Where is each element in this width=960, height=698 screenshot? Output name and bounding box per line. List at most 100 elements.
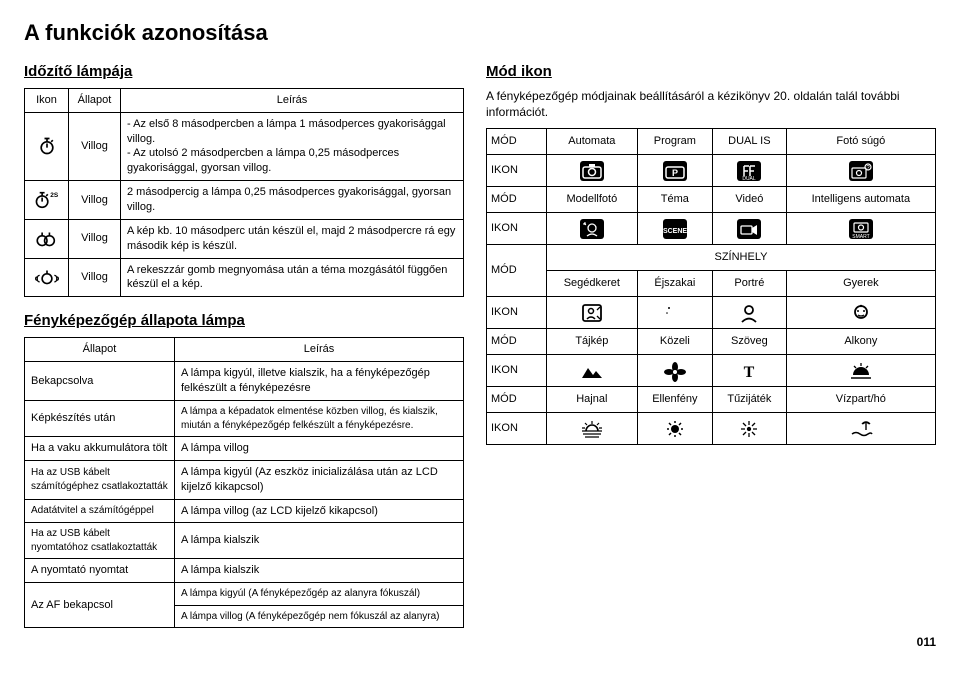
t2-r6-d: A lámpa kialszik: [175, 523, 464, 559]
portrait-icon: [713, 297, 787, 329]
t1-header-desc: Leírás: [121, 88, 464, 112]
backlight-icon: [637, 413, 712, 445]
camera-status-table: Állapot Leírás BekapcsolvaA lámpa kigyúl…: [24, 337, 464, 628]
scene-portre: Portré: [713, 271, 787, 297]
t2-r8-da: A lámpa kigyúl (A fényképezőgép az alany…: [175, 583, 464, 606]
smart-icon: SMART: [786, 213, 935, 245]
timer-icon-4: [25, 258, 69, 297]
t1-r4-desc: A rekeszzár gomb megnyomása után a téma …: [121, 258, 464, 297]
t2-r3-d: A lámpa villog: [175, 437, 464, 461]
frameguide-icon: [547, 297, 638, 329]
scene-kozeli: Közeli: [637, 329, 712, 355]
mode-video: Videó: [713, 187, 787, 213]
t1-r3-status: Villog: [69, 219, 121, 258]
page-title: A funkciók azonosítása: [24, 18, 936, 48]
scene-tajkep: Tájkép: [547, 329, 638, 355]
icon-label-2: IKON: [487, 213, 547, 245]
scene-gyerek: Gyerek: [786, 271, 935, 297]
t2-r3-s: Ha a vaku akkumulátora tölt: [25, 437, 175, 461]
t1-r1-desc: - Az első 8 másodpercben a lámpa 1 másod…: [121, 112, 464, 180]
landscape-icon: [547, 355, 638, 387]
program-icon: P: [637, 155, 712, 187]
svg-text:SMART: SMART: [852, 234, 869, 240]
t2-r4-d: A lámpa kigyúl (Az eszköz inicializálása…: [175, 460, 464, 499]
page-number: 011: [24, 634, 936, 650]
mode-program: Program: [637, 129, 712, 155]
svg-text:T: T: [744, 364, 755, 381]
t2-r6-s: Ha az USB kábelt nyomtatóhoz csatlakozta…: [25, 523, 175, 559]
scene-icon: SCENE: [637, 213, 712, 245]
t2-r7-s: A nyomtató nyomtat: [25, 559, 175, 583]
svg-text:P: P: [672, 168, 678, 178]
night-icon: [637, 297, 712, 329]
icon-label-5: IKON: [487, 413, 547, 445]
mode-modellfoto: Modellfotó: [547, 187, 638, 213]
mode-label-4: MÓD: [487, 329, 547, 355]
timer-lamp-table: Ikon Állapot Leírás Villog - Az első 8 m…: [24, 88, 464, 297]
mode-label-3: MÓD: [487, 245, 547, 297]
text-icon: T: [713, 355, 787, 387]
t2-r1-s: Bekapcsolva: [25, 362, 175, 401]
closeup-icon: [637, 355, 712, 387]
scene-ejszakai: Éjszakai: [637, 271, 712, 297]
timer-icon-2: 2S: [25, 181, 69, 220]
sunset-icon: [786, 355, 935, 387]
video-icon: [713, 213, 787, 245]
scene-ellenfeny: Ellenfény: [637, 387, 712, 413]
t1-r2-status: Villog: [69, 181, 121, 220]
mode-intelligens: Intelligens automata: [786, 187, 935, 213]
timer-lamp-heading: Időzítő lámpája: [24, 62, 464, 82]
t1-r2-desc: 2 másodpercig a lámpa 0,25 másodperces g…: [121, 181, 464, 220]
mode-intro: A fényképezőgép módjainak beállításáról …: [486, 88, 936, 120]
t2-r5-d: A lámpa villog (az LCD kijelző kikapcsol…: [175, 499, 464, 523]
t1-header-status: Állapot: [69, 88, 121, 112]
timer-icon-1: [25, 112, 69, 180]
t1-r1-status: Villog: [69, 112, 121, 180]
icon-label: IKON: [487, 155, 547, 187]
scene-hajnal: Hajnal: [547, 387, 638, 413]
icon-label-4: IKON: [487, 355, 547, 387]
svg-text:SCENE: SCENE: [663, 228, 687, 235]
t2-header-status: Állapot: [25, 338, 175, 362]
mode-automata: Automata: [547, 129, 638, 155]
left-column: Időzítő lámpája Ikon Állapot Leírás Vill…: [24, 62, 464, 629]
mode-fotosugo: Fotó súgó: [786, 129, 935, 155]
fotosugo-icon: ?: [786, 155, 935, 187]
t2-r8-s: Az AF bekapcsol: [25, 583, 175, 628]
t1-header-icon: Ikon: [25, 88, 69, 112]
t2-r8-db: A lámpa villog (A fényképezőgép nem fóku…: [175, 605, 464, 628]
t2-r2-d: A lámpa a képadatok elmentése közben vil…: [175, 401, 464, 437]
scene-vizpart: Vízpart/hó: [786, 387, 935, 413]
scene-span: SZÍNHELY: [547, 245, 936, 271]
scene-tuzijatek: Tűzijáték: [713, 387, 787, 413]
mode-label: MÓD: [487, 129, 547, 155]
svg-text:DUAL: DUAL: [743, 176, 757, 182]
t2-r4-s: Ha az USB kábelt számítógéphez csatlakoz…: [25, 460, 175, 499]
mode-icon-heading: Mód ikon: [486, 62, 936, 82]
beauty-icon: [547, 213, 638, 245]
icon-label-3: IKON: [487, 297, 547, 329]
dualis-icon: DUAL: [713, 155, 787, 187]
t1-r3-desc: A kép kb. 10 másodperc után készül el, m…: [121, 219, 464, 258]
mode-tema: Téma: [637, 187, 712, 213]
mode-label-2: MÓD: [487, 187, 547, 213]
t2-r2-s: Képkészítés után: [25, 401, 175, 437]
svg-text:2S: 2S: [50, 192, 59, 199]
mode-label-5: MÓD: [487, 387, 547, 413]
t1-r4-status: Villog: [69, 258, 121, 297]
scene-alkony: Alkony: [786, 329, 935, 355]
scene-segédkeret: Segédkeret: [547, 271, 638, 297]
scene-szoveg: Szöveg: [713, 329, 787, 355]
camera-status-heading: Fényképezőgép állapota lámpa: [24, 311, 464, 331]
timer-icon-3: [25, 219, 69, 258]
mode-table: MÓD Automata Program DUAL IS Fotó súgó I…: [486, 128, 936, 445]
t2-header-desc: Leírás: [175, 338, 464, 362]
t2-r7-d: A lámpa kialszik: [175, 559, 464, 583]
t2-r1-d: A lámpa kigyúl, illetve kialszik, ha a f…: [175, 362, 464, 401]
right-column: Mód ikon A fényképezőgép módjainak beáll…: [486, 62, 936, 629]
beachsnow-icon: [786, 413, 935, 445]
mode-dualis: DUAL IS: [713, 129, 787, 155]
firework-icon: [713, 413, 787, 445]
t2-r5-s: Adatátvitel a számítógéppel: [25, 499, 175, 523]
auto-icon: [547, 155, 638, 187]
